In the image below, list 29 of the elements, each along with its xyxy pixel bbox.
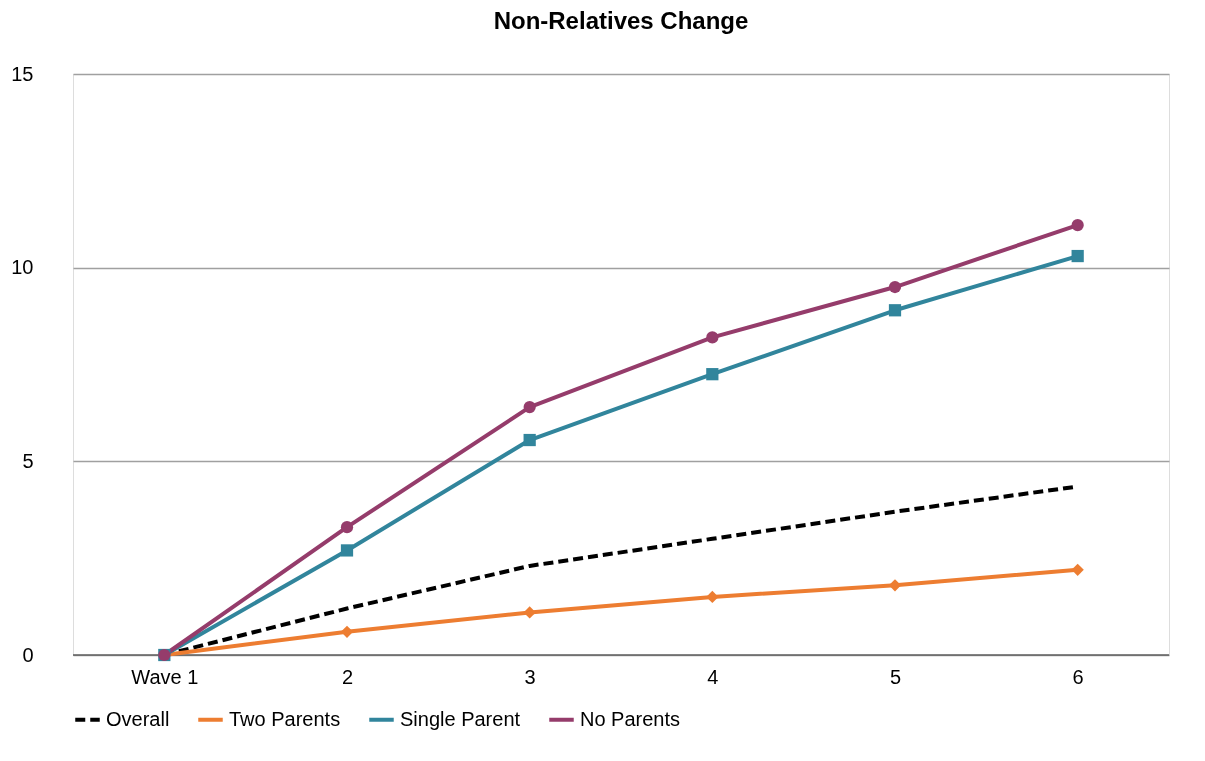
point	[888, 280, 902, 294]
point	[888, 304, 902, 317]
point	[888, 579, 902, 592]
legend-label: No Parents	[580, 707, 681, 730]
point	[1071, 249, 1084, 263]
legend-label: Two Parents	[229, 707, 341, 730]
x-tick-label: 3	[524, 665, 536, 688]
x-tick-label: 2	[341, 665, 354, 688]
y-tick-label: 10	[11, 256, 34, 279]
point	[706, 331, 719, 344]
point	[706, 368, 719, 381]
y-tick-label: 0	[22, 643, 34, 666]
point	[1071, 563, 1084, 576]
legend-label: Single Parent	[400, 707, 521, 730]
y-tick-label: 5	[22, 449, 34, 472]
chart-title: Non-Relatives Change	[493, 7, 749, 34]
point	[340, 544, 354, 557]
x-tick-label: 5	[889, 665, 902, 688]
x-tick-label: Wave 1	[131, 665, 199, 688]
x-tick-label: 4	[707, 665, 719, 688]
y-tick-label: 15	[11, 62, 34, 85]
point	[523, 433, 536, 447]
legend-label: Overall	[106, 707, 170, 730]
point	[1071, 218, 1084, 232]
point	[340, 521, 354, 534]
point	[340, 625, 354, 638]
point	[706, 590, 719, 604]
x-tick-label: 6	[1072, 665, 1084, 688]
point	[523, 400, 536, 414]
